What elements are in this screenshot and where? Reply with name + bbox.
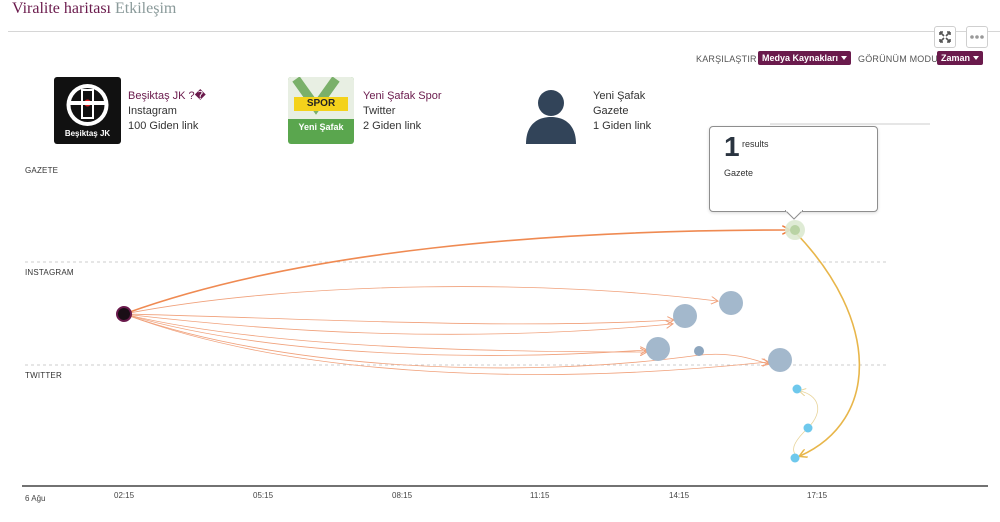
compare-label: KARŞILAŞTIR xyxy=(696,54,757,64)
source-links-besiktas: 100 Giden link xyxy=(128,120,199,132)
axis-tick-label: 17:15 xyxy=(807,491,828,500)
compare-dropdown[interactable]: Medya Kaynakları xyxy=(758,51,852,65)
band-label-instagram: INSTAGRAM xyxy=(25,268,74,277)
person-placeholder-icon xyxy=(526,90,576,144)
yeni-safak-spor-logo-icon xyxy=(288,77,354,119)
tooltip-category: Gazete xyxy=(724,168,754,178)
node-twitter[interactable] xyxy=(792,384,802,394)
source-links-yeni-safak: 1 Giden link xyxy=(593,120,652,132)
edge xyxy=(123,313,646,352)
axis-tick-label: 11:15 xyxy=(530,491,550,500)
source-links-yeni-safak-spor: 2 Giden link xyxy=(363,120,422,132)
tab-engagement[interactable]: Etkileşim xyxy=(115,0,177,17)
expand-icon xyxy=(939,31,951,43)
source-name-besiktas[interactable]: Beşiktaş JK ?� xyxy=(128,90,206,102)
axis-date-label: 6 Ağu xyxy=(25,494,46,503)
view-mode-label: GÖRÜNÜM MODU xyxy=(858,54,938,64)
band-label-twitter: TWITTER xyxy=(25,371,62,380)
view-mode-dropdown-value: Zaman xyxy=(941,53,971,63)
tooltip-unit: results xyxy=(742,139,769,149)
node-instagram[interactable] xyxy=(768,348,792,372)
tab-virality-map[interactable]: Viralite haritası xyxy=(12,0,111,17)
results-tooltip: 1 results Gazete xyxy=(709,126,878,212)
axis-tick-label: 05:15 xyxy=(253,491,274,500)
node-instagram[interactable] xyxy=(694,346,704,356)
node-instagram[interactable] xyxy=(719,291,743,315)
besiktas-logo-icon xyxy=(66,84,109,126)
source-platform-besiktas: Instagram xyxy=(128,105,177,117)
axis-tick-label: 02:15 xyxy=(114,491,135,500)
axis-tick-label: 14:15 xyxy=(669,491,690,500)
more-dots-icon xyxy=(970,35,984,39)
node-source-besiktas[interactable] xyxy=(116,306,132,322)
chevron-down-icon xyxy=(973,56,980,60)
compare-dropdown-value: Medya Kaynakları xyxy=(762,53,839,63)
node-gazete[interactable] xyxy=(790,225,800,235)
source-platform-yeni-safak-spor: Twitter xyxy=(363,105,396,117)
edge xyxy=(794,231,861,456)
node-twitter[interactable] xyxy=(790,453,800,463)
source-avatar-yeni-safak[interactable] xyxy=(524,88,578,144)
edge xyxy=(123,313,672,335)
edge xyxy=(123,313,673,324)
source-name-yeni-safak[interactable]: Yeni Şafak xyxy=(593,90,646,102)
header-divider xyxy=(8,31,1000,32)
chevron-down-icon xyxy=(841,56,848,60)
node-instagram[interactable] xyxy=(646,337,670,361)
edge xyxy=(123,230,789,315)
tooltip-count: 1 xyxy=(724,131,740,162)
edge xyxy=(800,391,819,429)
source-platform-yeni-safak: Gazete xyxy=(593,105,629,117)
edge xyxy=(793,427,809,457)
edge xyxy=(123,313,768,375)
more-options-button[interactable] xyxy=(966,26,988,48)
axis-tick-label: 08:15 xyxy=(392,491,413,500)
edge xyxy=(123,313,646,356)
band-label-gazete: GAZETE xyxy=(25,166,59,175)
edge xyxy=(123,286,717,315)
node-instagram[interactable] xyxy=(673,304,697,328)
besiktas-logo-caption: Beşiktaş JK xyxy=(64,129,111,138)
tooltip-pointer xyxy=(785,210,803,220)
view-mode-dropdown[interactable]: Zaman xyxy=(937,51,984,65)
expand-button[interactable] xyxy=(934,26,956,48)
yeni-safak-spor-logo-caption: Yeni Şafak xyxy=(298,122,344,132)
source-avatar-besiktas[interactable]: Beşiktaş JK xyxy=(54,77,121,144)
node-twitter[interactable] xyxy=(803,423,813,433)
source-name-yeni-safak-spor[interactable]: Yeni Şafak Spor xyxy=(363,90,442,102)
edge xyxy=(123,313,768,369)
yeni-safak-spor-logo-badge: SPOR xyxy=(306,98,336,109)
source-avatar-yeni-safak-spor[interactable]: SPOR Yeni Şafak xyxy=(288,77,354,144)
